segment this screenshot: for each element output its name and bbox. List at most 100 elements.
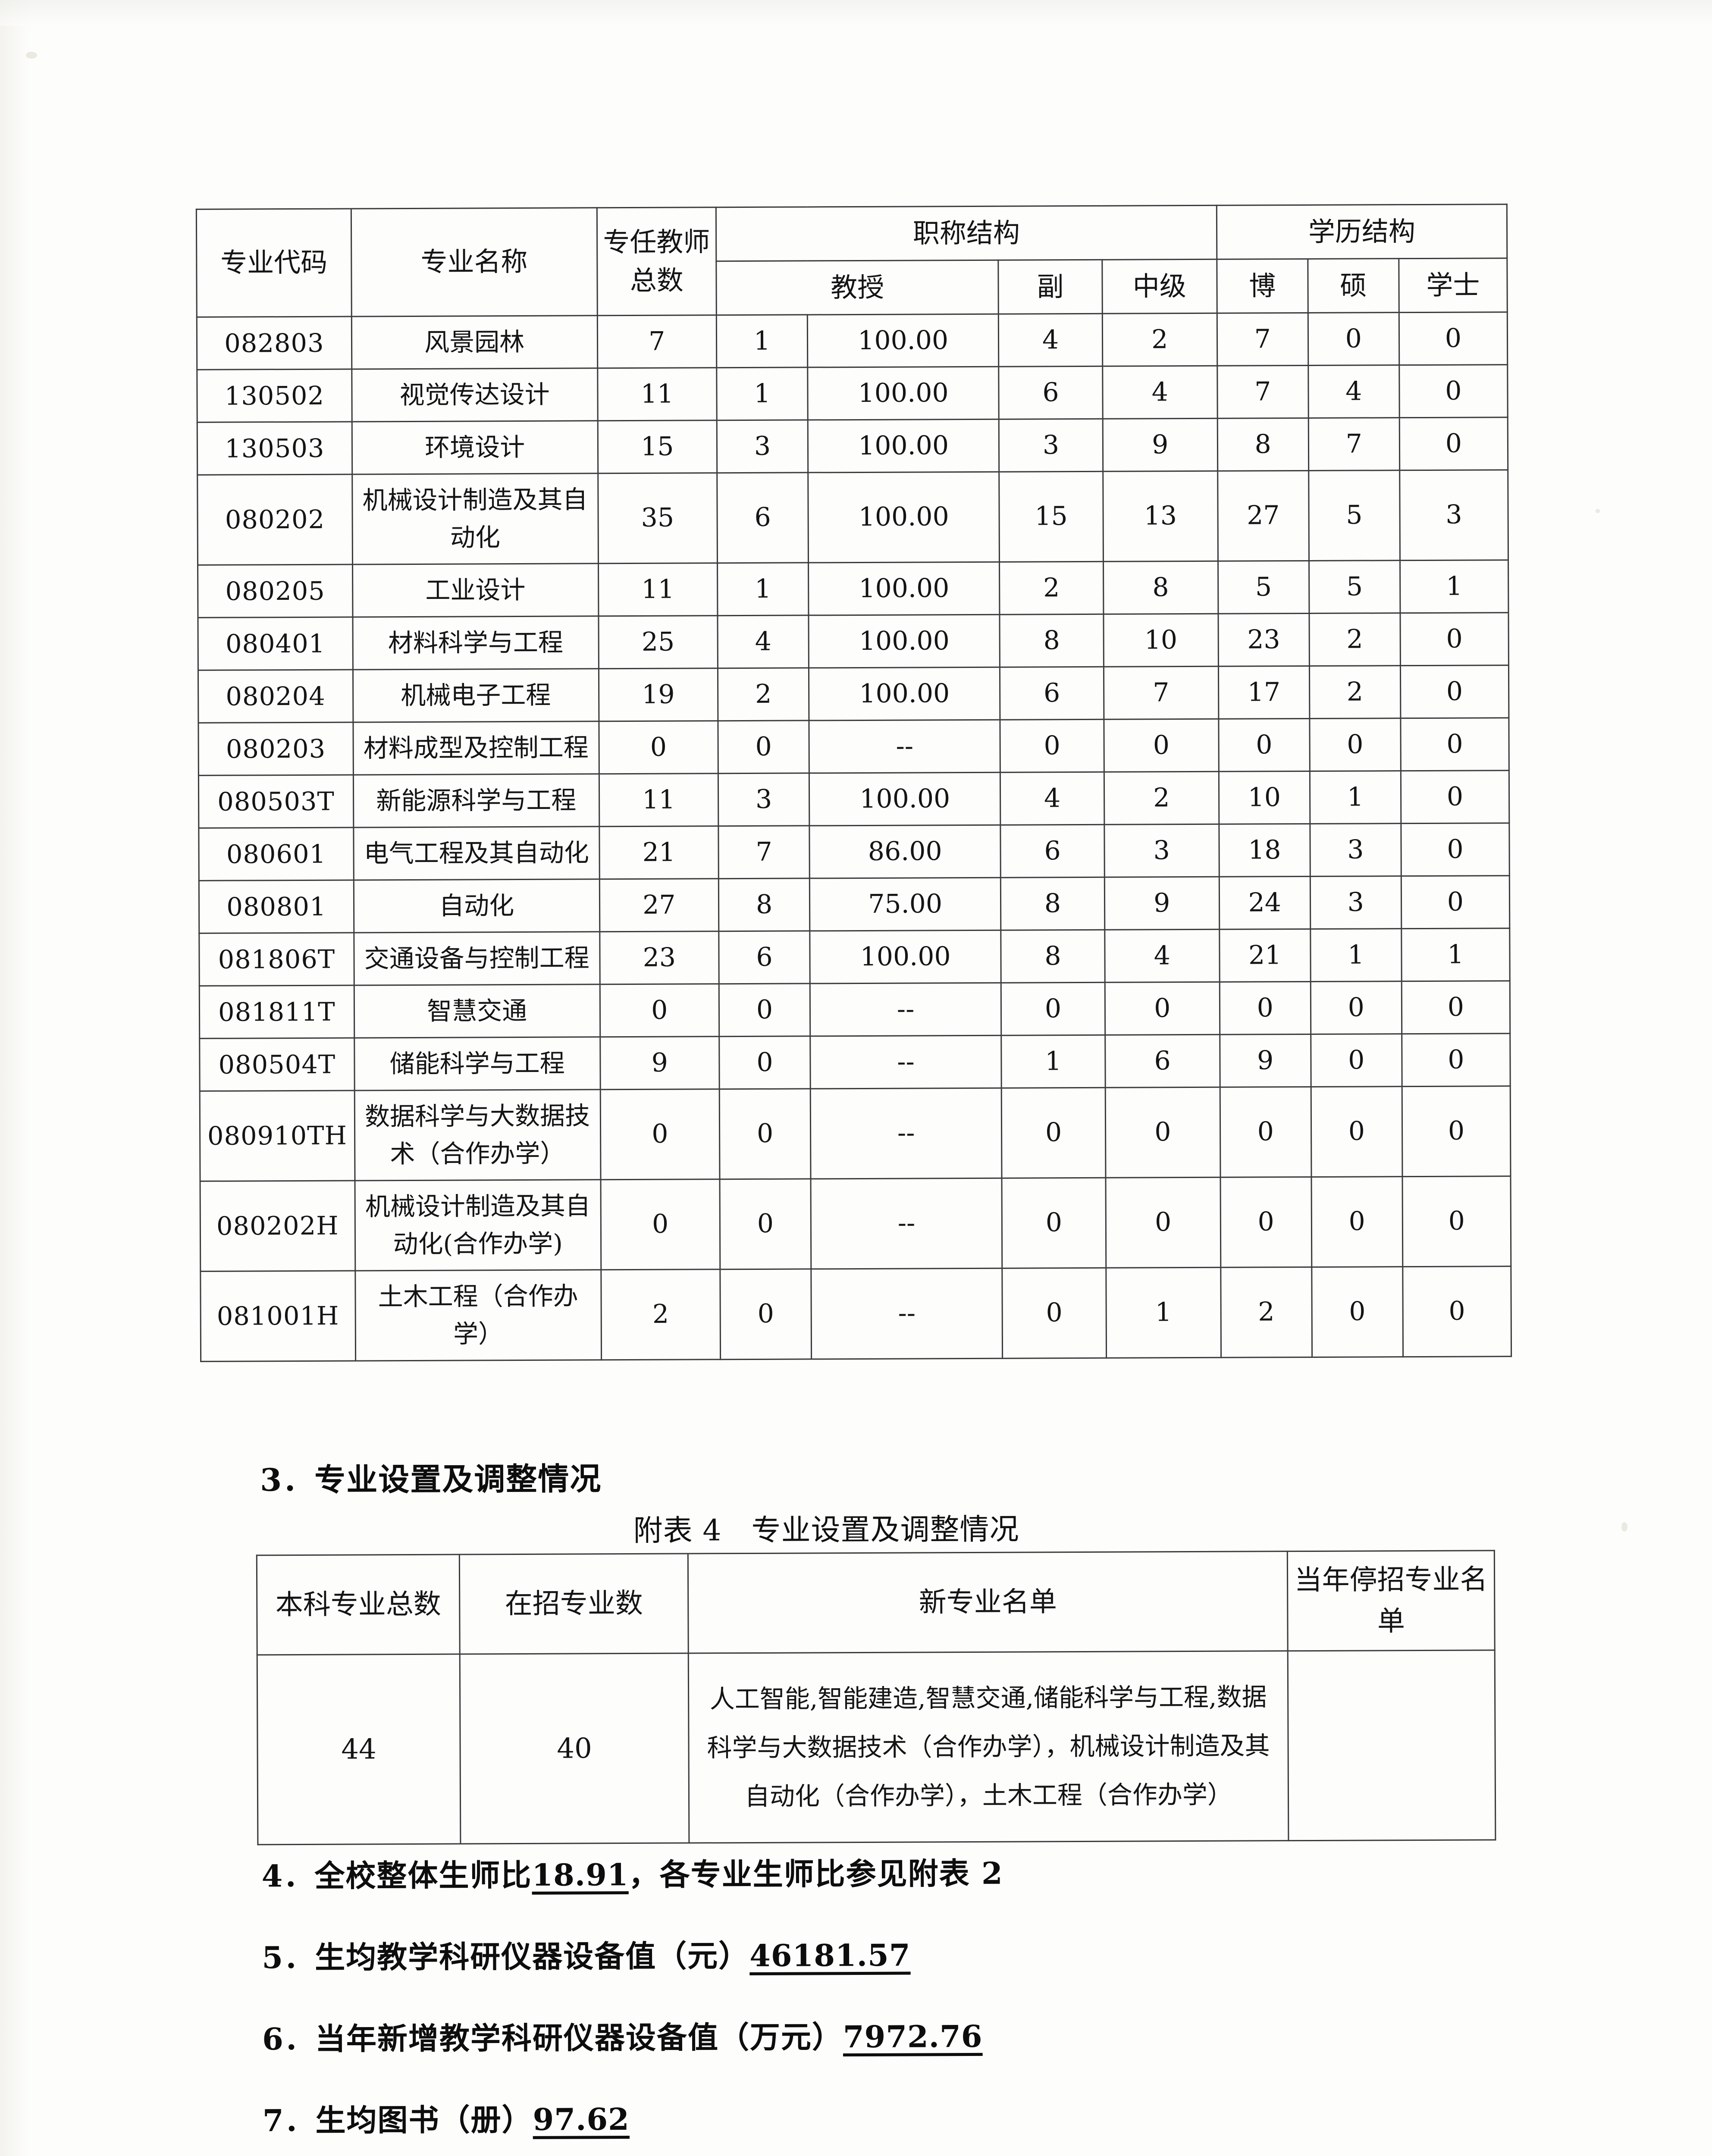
table-row: 130503 环境设计 15 3 100.00 3 9 8 7 0 xyxy=(197,417,1508,475)
cell-associate-count: 8 xyxy=(1000,614,1104,667)
header-enrolling-majors: 在招专业数 xyxy=(459,1554,689,1655)
cell-associate-count: 0 xyxy=(1002,1268,1107,1358)
notes-list: 4．全校整体生师比18.91，各专业生师比参见附表 2 5．生均教学科研仪器设备值… xyxy=(261,1847,1556,2156)
cell-major-name: 机械设计制造及其自动化(合作办学) xyxy=(354,1179,601,1271)
table-row: 080204 机械电子工程 19 2 100.00 6 7 17 2 0 xyxy=(198,665,1509,723)
note-label: 生均图书（册） xyxy=(315,2101,533,2138)
note-index: 7． xyxy=(262,2102,316,2139)
cell-major-name: 视觉传达设计 xyxy=(351,368,598,422)
cell-intermediate-count: 6 xyxy=(1105,1034,1220,1088)
note-index: 4． xyxy=(261,1858,315,1894)
cell-professor-count: 0 xyxy=(718,720,809,774)
cell-total-teachers: 19 xyxy=(599,668,718,721)
cell-bachelor-count: 0 xyxy=(1402,1033,1511,1087)
header-major-code: 专业代码 xyxy=(196,208,352,317)
cell-major-name: 储能科学与工程 xyxy=(354,1037,600,1091)
table-row: 081811T 智慧交通 0 0 -- 0 0 0 0 0 xyxy=(199,981,1510,1039)
cell-intermediate-count: 2 xyxy=(1104,771,1219,825)
cell-major-name: 交通设备与控制工程 xyxy=(354,931,600,985)
cell-bachelor-count: 0 xyxy=(1402,981,1510,1034)
cell-professor-percent: -- xyxy=(810,983,1001,1036)
cell-professor-percent: 100.00 xyxy=(808,562,1000,615)
cell-master-count: 0 xyxy=(1310,981,1402,1034)
cell-bachelor-count: 3 xyxy=(1399,470,1508,561)
cell-major-code: 080503T xyxy=(198,774,354,828)
cell-major-code: 080203 xyxy=(198,722,354,776)
cell-intermediate-count: 9 xyxy=(1103,418,1218,472)
cell-professor-count: 1 xyxy=(716,367,808,420)
cell-major-name: 电气工程及其自动化 xyxy=(353,826,599,880)
header-major-name: 专业名称 xyxy=(351,207,597,317)
note-label: 当年新增教学科研仪器设备值（万元） xyxy=(315,2019,843,2057)
table-row: 080203 材料成型及控制工程 0 0 -- 0 0 0 0 0 xyxy=(198,718,1509,776)
cell-total-majors: 44 xyxy=(257,1654,461,1845)
cell-doctor-count: 0 xyxy=(1219,981,1311,1035)
cell-doctor-count: 24 xyxy=(1219,876,1311,930)
cell-total-teachers: 35 xyxy=(598,473,718,564)
table-row: 080205 工业设计 11 1 100.00 2 8 5 5 1 xyxy=(198,560,1508,618)
cell-major-name: 材料科学与工程 xyxy=(352,616,599,670)
note-item: 7．生均图书（册）97.62 xyxy=(263,2092,1556,2140)
cell-professor-count: 0 xyxy=(720,1269,812,1360)
header-intermediate: 中级 xyxy=(1102,259,1217,314)
cell-doctor-count: 17 xyxy=(1218,666,1310,719)
cell-total-teachers: 11 xyxy=(597,367,717,421)
cell-professor-percent: 100.00 xyxy=(809,667,1000,721)
cell-bachelor-count: 1 xyxy=(1400,560,1508,613)
cell-major-name: 智慧交通 xyxy=(354,984,600,1038)
cell-bachelor-count: 0 xyxy=(1399,417,1508,470)
cell-bachelor-count: 0 xyxy=(1402,1266,1511,1357)
cell-major-code: 080205 xyxy=(198,564,353,618)
note-index: 5． xyxy=(262,1939,315,1976)
cell-associate-count: 3 xyxy=(999,419,1103,472)
table-row: 080202 机械设计制造及其自动化 35 6 100.00 15 13 27 5 3 xyxy=(197,470,1508,565)
cell-associate-count: 6 xyxy=(1000,824,1105,878)
cell-associate-count: 0 xyxy=(1001,1087,1106,1178)
scan-edge-shading-left xyxy=(0,0,30,2156)
cell-bachelor-count: 0 xyxy=(1402,1086,1511,1177)
cell-professor-count: 1 xyxy=(717,562,809,616)
cell-professor-count: 3 xyxy=(718,773,809,826)
note-label: 生均教学科研仪器设备值（元） xyxy=(314,1937,750,1975)
cell-intermediate-count: 4 xyxy=(1102,366,1217,419)
cell-major-code: 080204 xyxy=(198,669,353,723)
table-row: 080401 材料科学与工程 25 4 100.00 8 10 23 2 0 xyxy=(198,612,1509,671)
cell-intermediate-count: 1 xyxy=(1106,1267,1221,1358)
cell-doctor-count: 23 xyxy=(1218,613,1310,667)
cell-professor-count: 0 xyxy=(719,983,810,1037)
cell-master-count: 5 xyxy=(1309,560,1400,614)
cell-major-name: 机械设计制造及其自动化 xyxy=(352,473,599,564)
cell-bachelor-count: 0 xyxy=(1400,665,1509,718)
cell-major-code: 080504T xyxy=(199,1037,354,1091)
cell-professor-percent: 100.00 xyxy=(808,419,999,473)
table-row: 130502 视觉传达设计 11 1 100.00 6 4 7 4 0 xyxy=(197,364,1508,423)
cell-professor-percent: 100.00 xyxy=(809,614,1000,668)
cell-major-name: 自动化 xyxy=(354,879,600,933)
header-doctor: 博 xyxy=(1217,259,1308,313)
cell-master-count: 0 xyxy=(1311,1086,1402,1177)
cell-professor-percent: 100.00 xyxy=(809,772,1001,826)
note-item: 5．生均教学科研仪器设备值（元）46181.57 xyxy=(262,1929,1555,1977)
cell-doctor-count: 7 xyxy=(1217,313,1308,366)
header-total-majors: 本科专业总数 xyxy=(257,1554,460,1655)
cell-total-teachers: 21 xyxy=(599,826,719,879)
header-full-time-teachers: 专任教师总数 xyxy=(596,207,717,316)
note-value: 97.62 xyxy=(533,2101,630,2137)
section-heading-3: 3．专业设置及调整情况 xyxy=(260,1460,602,1498)
majors-header-row: 本科专业总数 在招专业数 新专业名单 当年停招专业名单 xyxy=(257,1550,1495,1655)
cell-professor-percent: 86.00 xyxy=(809,825,1001,878)
cell-intermediate-count: 0 xyxy=(1105,982,1220,1035)
cell-doctor-count: 2 xyxy=(1220,1267,1312,1358)
cell-master-count: 2 xyxy=(1309,665,1401,719)
table-caption-appendix-4: 附表 4 专业设置及调整情况 xyxy=(633,1512,1019,1548)
cell-major-code: 130503 xyxy=(197,421,352,475)
cell-professor-percent: 100.00 xyxy=(807,314,999,367)
cell-associate-count: 0 xyxy=(1001,982,1105,1036)
teacher-table-body: 082803 风景园林 7 1 100.00 4 2 7 0 0 130502 视觉传达设计 11 1 10… xyxy=(197,312,1511,1362)
cell-bachelor-count: 0 xyxy=(1400,718,1509,771)
cell-major-code: 081001H xyxy=(200,1270,356,1362)
cell-total-teachers: 23 xyxy=(599,931,719,984)
cell-master-count: 0 xyxy=(1311,1176,1403,1267)
cell-intermediate-count: 0 xyxy=(1104,719,1219,772)
cell-master-count: 1 xyxy=(1310,928,1402,982)
